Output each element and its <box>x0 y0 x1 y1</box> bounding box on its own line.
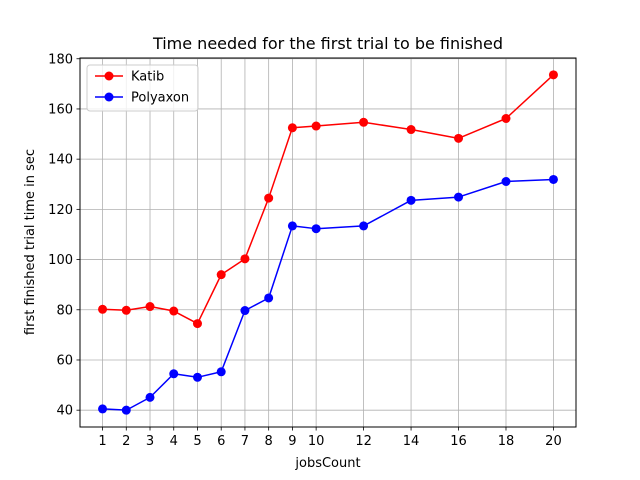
data-point-katib <box>121 305 131 315</box>
x-tick-label: 16 <box>450 434 467 449</box>
data-point-katib <box>548 70 558 80</box>
x-tick-label: 20 <box>545 434 562 449</box>
series-group <box>98 70 558 415</box>
y-axis-ticks: 40 60 80 100 120 140 160 180 <box>48 52 80 419</box>
legend-marker-polyaxon <box>104 92 114 102</box>
data-point-polyaxon <box>216 367 226 377</box>
x-tick-label: 5 <box>193 434 201 449</box>
data-point-polyaxon <box>311 224 321 234</box>
data-point-katib <box>359 117 369 127</box>
y-tick-label: 80 <box>56 303 73 318</box>
x-axis-label: jobsCount <box>294 456 360 471</box>
y-axis-label: first finished trial time in sec <box>23 149 38 335</box>
data-point-polyaxon <box>192 372 202 382</box>
x-tick-label: 14 <box>403 434 420 449</box>
data-point-katib <box>311 121 321 131</box>
x-tick-label: 6 <box>217 434 225 449</box>
data-point-katib <box>264 193 274 203</box>
x-tick-label: 18 <box>498 434 515 449</box>
legend-marker-katib <box>104 71 114 81</box>
y-tick-label: 160 <box>48 102 73 117</box>
y-tick-label: 40 <box>56 404 73 419</box>
data-point-katib <box>145 302 155 312</box>
x-tick-label: 12 <box>355 434 372 449</box>
data-point-katib <box>501 113 511 123</box>
y-tick-label: 180 <box>48 52 73 67</box>
data-point-polyaxon <box>501 177 511 187</box>
data-point-katib <box>406 125 416 135</box>
data-point-polyaxon <box>121 405 131 415</box>
y-tick-label: 100 <box>48 253 73 268</box>
data-point-katib <box>287 123 297 133</box>
data-point-polyaxon <box>98 404 108 414</box>
data-point-katib <box>98 304 108 314</box>
data-point-katib <box>240 254 250 264</box>
x-tick-label: 10 <box>308 434 325 449</box>
y-tick-label: 60 <box>56 353 73 368</box>
x-tick-label: 1 <box>98 434 106 449</box>
data-point-katib <box>169 306 179 316</box>
x-tick-label: 3 <box>146 434 154 449</box>
data-point-katib <box>192 319 202 329</box>
data-point-polyaxon <box>240 306 250 316</box>
x-tick-label: 9 <box>288 434 296 449</box>
x-tick-label: 8 <box>265 434 273 449</box>
x-tick-label: 4 <box>170 434 178 449</box>
legend-label-katib: Katib <box>131 70 164 85</box>
legend: Katib Polyaxon <box>86 64 199 112</box>
data-point-polyaxon <box>548 174 558 184</box>
chart-title: Time needed for the first trial to be fi… <box>152 34 503 53</box>
x-tick-label: 2 <box>122 434 130 449</box>
data-point-polyaxon <box>264 293 274 303</box>
data-point-polyaxon <box>169 369 179 379</box>
grid-lines <box>80 58 576 427</box>
x-tick-label: 7 <box>241 434 249 449</box>
x-axis-ticks: 1 2 3 4 5 6 7 8 9 10 12 14 16 18 20 <box>98 427 562 449</box>
legend-label-polyaxon: Polyaxon <box>131 91 189 106</box>
data-point-polyaxon <box>287 221 297 231</box>
y-tick-label: 140 <box>48 153 73 168</box>
plot-frame <box>79 57 577 428</box>
data-point-katib <box>454 133 464 143</box>
data-point-polyaxon <box>359 221 369 231</box>
data-point-polyaxon <box>406 195 416 205</box>
data-point-polyaxon <box>454 192 464 202</box>
data-point-katib <box>216 270 226 280</box>
y-tick-label: 120 <box>48 203 73 218</box>
data-point-polyaxon <box>145 392 155 402</box>
